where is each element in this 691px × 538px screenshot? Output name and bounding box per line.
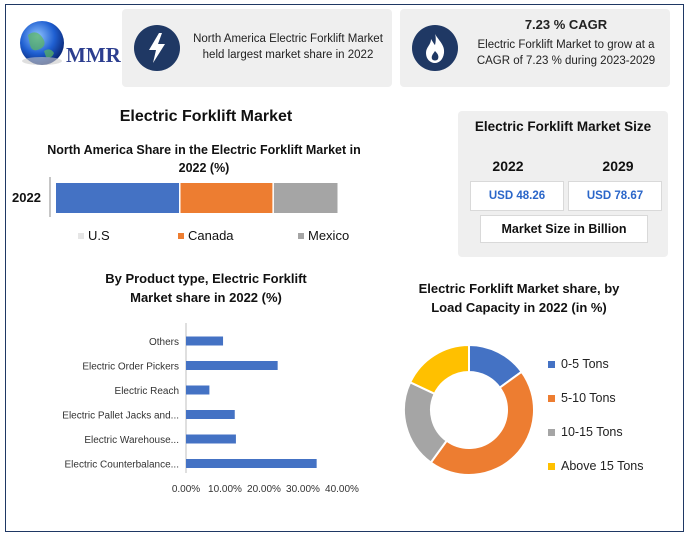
product-category-label: Others <box>149 337 179 348</box>
donut-legend-label-1: 5-10 Tons <box>561 391 616 405</box>
product-chart-title: By Product type, Electric Forklift Marke… <box>105 271 307 305</box>
cagr-title: 7.23 % CAGR <box>524 17 608 32</box>
logo: MMR <box>14 13 129 73</box>
value-2029: USD 78.67 <box>568 181 662 211</box>
product-category-label: Electric Warehouse... <box>84 435 179 446</box>
product-category-label: Electric Order Pickers <box>82 362 179 373</box>
share-chart: 2022 U.S Canada Mexico <box>12 177 349 243</box>
product-category-label: Electric Counterbalance... <box>64 460 179 471</box>
product-bar <box>186 434 236 444</box>
donut-legend-swatch-0 <box>548 361 555 368</box>
value-2022: USD 48.26 <box>470 181 564 211</box>
product-bar <box>186 410 235 419</box>
share-legend-label-1: Canada <box>188 228 234 243</box>
share-legend-swatch-1 <box>178 233 184 239</box>
logo-text: MMR <box>66 43 121 67</box>
donut-slice-2 <box>403 380 449 464</box>
product-tick-label: 40.00% <box>325 484 359 495</box>
product-tick-label: 0.00% <box>172 484 200 495</box>
share-bar-mexico <box>273 183 338 213</box>
headline-card-share: North America Electric Forklift Market h… <box>122 9 392 87</box>
product-tick-label: 20.00% <box>247 484 281 495</box>
lightning-badge <box>134 25 180 71</box>
lightning-icon <box>149 33 165 63</box>
donut-legend-label-2: 10-15 Tons <box>561 425 623 439</box>
product-tick-label: 10.00% <box>208 484 242 495</box>
market-size-card: Electric Forklift Market Size 2022 2029 … <box>458 111 668 257</box>
share-legend-label-2: Mexico <box>308 228 349 243</box>
cagr-text: Electric Forklift Market to grow at a CA… <box>476 39 656 67</box>
year-2029-label: 2029 <box>602 158 634 174</box>
market-size-unit: Market Size in Billion <box>480 215 648 243</box>
share-legend-swatch-2 <box>298 233 304 239</box>
donut-legend-swatch-1 <box>548 395 555 402</box>
product-category-label: Electric Reach <box>115 386 179 397</box>
donut-legend-swatch-3 <box>548 463 555 470</box>
share-chart-title: North America Share in the Electric Fork… <box>47 143 361 175</box>
product-bar <box>186 361 278 370</box>
donut-legend-label-0: 0-5 Tons <box>561 357 609 371</box>
load-capacity-chart: 0-5 Tons 5-10 Tons 10-15 Tons Above 15 Tons <box>403 343 643 476</box>
donut-legend-label-3: Above 15 Tons <box>561 459 643 473</box>
product-bar <box>186 336 224 346</box>
product-chart: Others Electric Order Pickers Electric Rea… <box>62 323 359 495</box>
share-bar-us <box>56 183 180 213</box>
product-bar <box>186 459 317 468</box>
share-legend-swatch-0 <box>78 233 84 239</box>
load-chart-title: Electric Forklift Market share, by Load … <box>418 281 620 315</box>
product-category-label: Electric Pallet Jacks and... <box>62 411 179 422</box>
share-bar-canada <box>180 183 273 213</box>
share-legend-label-0: U.S <box>88 228 110 243</box>
product-tick-label: 30.00% <box>286 484 320 495</box>
share-category-label: 2022 <box>12 190 41 205</box>
year-2022-label: 2022 <box>492 158 524 174</box>
headline-card-share-text: North America Electric Forklift Market h… <box>193 33 383 61</box>
flame-icon <box>426 34 445 63</box>
market-size-title: Electric Forklift Market Size <box>474 119 652 134</box>
infographic-frame: MMR North America Electric Forklift Mark… <box>5 4 684 532</box>
main-title: Electric Forklift Market <box>119 108 293 125</box>
flame-badge <box>412 25 458 71</box>
donut-slice-1 <box>429 370 535 476</box>
headline-card-cagr: 7.23 % CAGR Electric Forklift Market to … <box>400 9 670 87</box>
donut-legend-swatch-2 <box>548 429 555 436</box>
donut-slice-3 <box>408 343 470 396</box>
globe-icon <box>20 21 64 65</box>
product-bar <box>186 385 210 395</box>
